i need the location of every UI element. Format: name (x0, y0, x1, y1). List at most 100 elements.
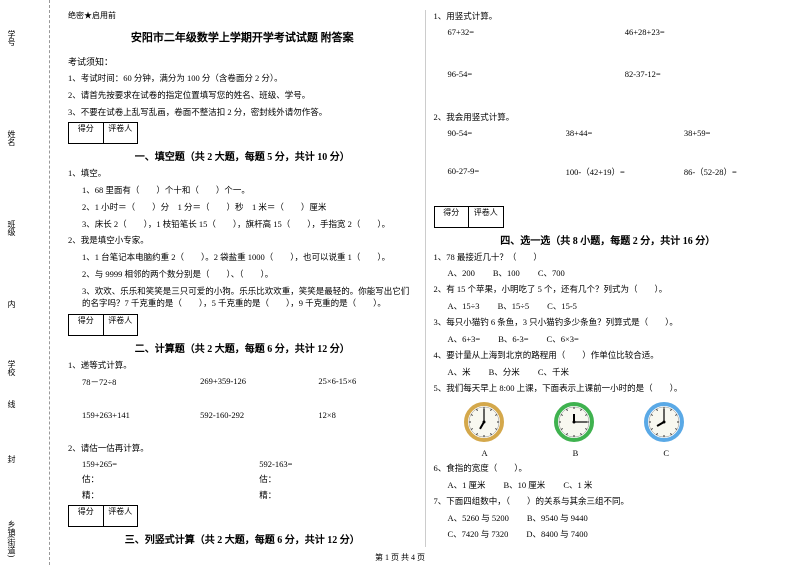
scorebox-4: 得分 评卷人 (434, 206, 504, 228)
secret-label: 绝密★启用前 (68, 10, 417, 21)
notice-heading: 考试须知： (68, 55, 417, 68)
q2-item-2: 2、与 9999 相邻的两个数分别是（ ）、（ ）。 (68, 268, 417, 281)
binding-spine: 学号 姓名 班级 内 学校 线 封 乡镇(街道) (0, 0, 50, 565)
opt: A、15÷3 (448, 300, 480, 312)
c-q1: 1、78 最接近几十？（ ） (434, 251, 783, 264)
calc2-row1: 159+265= 592-163= (68, 459, 417, 469)
exact-label: 精： (259, 489, 416, 501)
v2-row1: 90-54= 38+44= 38+59= (434, 128, 783, 138)
q2-item-3: 3、欢欢、乐乐和笑笑是三只可爱的小狗。乐乐比欢欢重，笑笑是最轻的。你能写出它们的… (68, 285, 417, 311)
opt: D、8400 与 7400 (526, 528, 587, 540)
c-q6-opts: A、1 厘米 B、10 厘米 C、1 米 (434, 479, 783, 491)
clock-label-c: C (663, 448, 669, 458)
scorebox-score: 得分 (69, 315, 104, 335)
opt: C、千米 (538, 366, 569, 378)
scorebox-2: 得分 评卷人 (68, 314, 138, 336)
notice-1: 1、考试时间：60 分钟，满分为 100 分（含卷面分 2 分）。 (68, 72, 417, 85)
expr: 159+265= (82, 459, 239, 469)
opt: C、1 米 (563, 479, 592, 491)
notice-2: 2、请首先按要求在试卷的指定位置填写您的姓名、班级、学号。 (68, 89, 417, 102)
c-q3-opts: A、6+3= B、6-3= C、6×3= (434, 333, 783, 345)
scorebox-score: 得分 (69, 506, 104, 526)
clock-a-icon (464, 402, 504, 442)
scorebox-score: 得分 (435, 207, 470, 227)
section-2-head: 二、计算题（共 2 大题，每题 6 分，共计 12 分） (68, 340, 417, 355)
spine-name: 姓名 (6, 130, 17, 146)
opt: B、6-3= (498, 333, 528, 345)
scorebox-3: 得分 评卷人 (68, 505, 138, 527)
opt: B、9540 与 9440 (527, 512, 588, 524)
expr: 592-163= (259, 459, 416, 469)
est-label: 估： (259, 473, 416, 485)
spine-student-id: 学号 (6, 30, 17, 46)
c-q4: 4、要计量从上海到北京的路程用（ ）作单位比较合适。 (434, 349, 783, 362)
spine-class: 班级 (6, 220, 17, 236)
scorebox-marker: 评卷人 (469, 207, 503, 227)
q1-item-3: 3、床长 2（ ），1 枝铅笔长 15（ ），旗杆高 15（ ），手指宽 2（ … (68, 218, 417, 231)
q1-item-1: 1、68 里面有（ ）个十和（ ）个一。 (68, 184, 417, 197)
expr: 78－72÷8 (82, 376, 180, 388)
scorebox-score: 得分 (69, 123, 104, 143)
c-q7: 7、下面四组数中，（ ）的关系与其余三组不同。 (434, 495, 783, 508)
opt: A、6+3= (448, 333, 481, 345)
c-q1-opts: A、200 B、100 C、700 (434, 267, 783, 279)
calc1-stem: 1、递等式计算。 (68, 359, 417, 372)
calc2-row2: 估： 估： (68, 473, 417, 485)
right-column: 1、用竖式计算。 67+32= 46+28+23= 96-54= 82-37-1… (426, 10, 791, 547)
exact-label: 精： (82, 489, 239, 501)
q1-item-2: 2、1 小时＝（ ）分 1 分＝（ ）秒 1 米＝（ ）厘米 (68, 201, 417, 214)
expr: 46+28+23= (625, 27, 782, 37)
calc2-row3: 精： 精： (68, 489, 417, 501)
expr: 86-（52-28）= (684, 166, 782, 178)
opt: A、米 (448, 366, 471, 378)
scorebox-1: 得分 评卷人 (68, 122, 138, 144)
v2-stem: 2、我会用竖式计算。 (434, 111, 783, 124)
opt: B、15÷5 (498, 300, 530, 312)
q2-stem: 2、我是填空小专家。 (68, 234, 417, 247)
est-label: 估： (82, 473, 239, 485)
v1-row2: 96-54= 82-37-12= (434, 69, 783, 79)
expr: 38+59= (684, 128, 782, 138)
spine-inner: 内 (6, 300, 17, 308)
clock-label-b: B (573, 448, 579, 458)
expr: 96-54= (448, 69, 605, 79)
clock-c-icon (644, 402, 684, 442)
opt: A、1 厘米 (448, 479, 486, 491)
expr: 67+32= (448, 27, 605, 37)
clock-row (434, 398, 783, 444)
calc2-stem: 2、请估一估再计算。 (68, 442, 417, 455)
scorebox-marker: 评卷人 (104, 315, 138, 335)
calc1-row1: 78－72÷8 269+359-126 25×6-15×6 (68, 376, 417, 388)
expr: 592-160-292 (200, 410, 298, 420)
clock-labels: A B C (434, 448, 783, 458)
v1-stem: 1、用竖式计算。 (434, 10, 783, 23)
clock-label-a: A (482, 448, 488, 458)
c-q7-opts2: C、7420 与 7320 D、8400 与 7400 (434, 528, 783, 540)
section-1-head: 一、填空题（共 2 大题，每题 5 分，共计 10 分） (68, 148, 417, 163)
q1-stem: 1、填空。 (68, 167, 417, 180)
c-q3: 3、每只小猫钓 6 条鱼，3 只小猫钓多少条鱼？列算式是（ ）。 (434, 316, 783, 329)
scorebox-marker: 评卷人 (104, 123, 138, 143)
opt: C、7420 与 7320 (448, 528, 509, 540)
spine-line: 线 (6, 400, 17, 408)
opt: B、100 (493, 267, 520, 279)
c-q2-opts: A、15÷3 B、15÷5 C、15-5 (434, 300, 783, 312)
opt: C、700 (538, 267, 565, 279)
v2-row2: 60-27-9= 100-（42+19）= 86-（52-28）= (434, 166, 783, 178)
left-column: 绝密★启用前 安阳市二年级数学上学期开学考试试题 附答案 考试须知： 1、考试时… (60, 10, 426, 547)
q2-item-1: 1、1 台笔记本电脑约重 2（ ）。2 袋盐重 1000（ ），也可以说重 1（… (68, 251, 417, 264)
page-footer: 第 1 页 共 4 页 (0, 552, 800, 563)
expr: 12×8 (318, 410, 416, 420)
opt: A、5260 与 5200 (448, 512, 509, 524)
expr: 269+359-126 (200, 376, 298, 388)
expr: 25×6-15×6 (318, 376, 416, 388)
c-q5: 5、我们每天早上 8:00 上课，下面表示上课前一小时的是（ ）。 (434, 382, 783, 395)
expr: 82-37-12= (625, 69, 782, 79)
notice-3: 3、不要在试卷上乱写乱画，卷面不整洁扣 2 分，密封线外请勿作答。 (68, 106, 417, 119)
c-q6: 6、食指的宽度（ ）。 (434, 462, 783, 475)
c-q2: 2、有 15 个苹果，小明吃了 5 个，还有几个？列式为（ ）。 (434, 283, 783, 296)
opt: C、6×3= (547, 333, 579, 345)
c-q4-opts: A、米 B、分米 C、千米 (434, 366, 783, 378)
expr: 159+263+141 (82, 410, 180, 420)
c-q7-opts1: A、5260 与 5200 B、9540 与 9440 (434, 512, 783, 524)
